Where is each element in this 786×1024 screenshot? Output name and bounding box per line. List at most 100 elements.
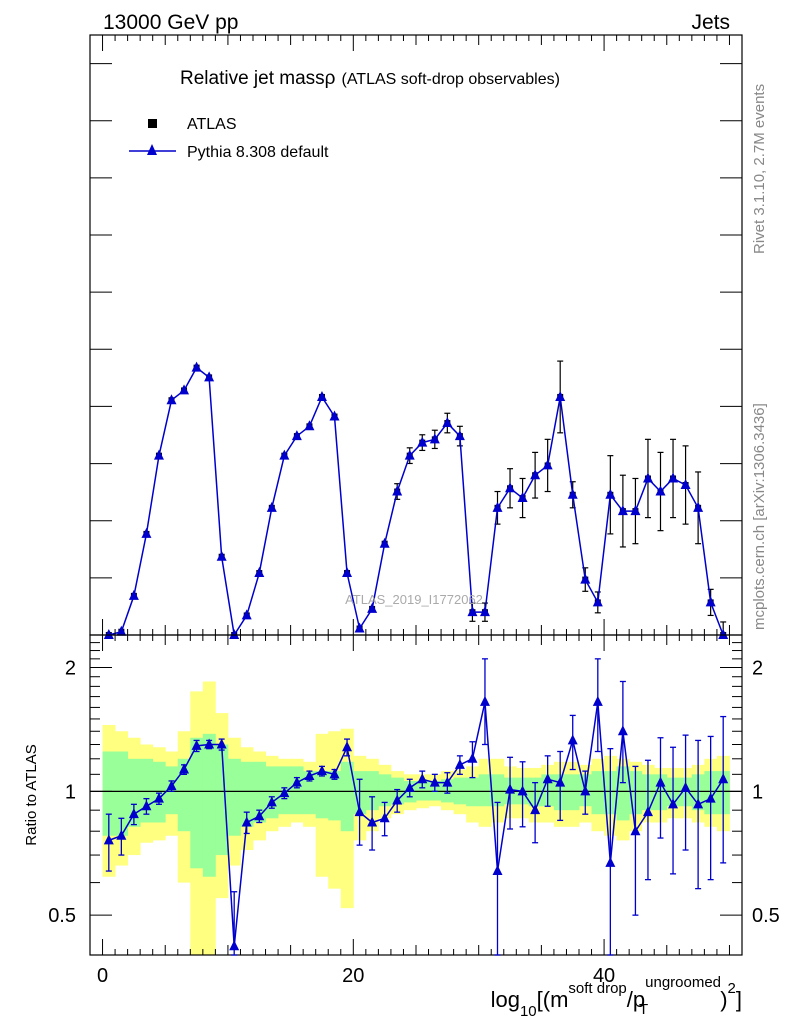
mc-point	[592, 596, 603, 607]
mc-point	[342, 567, 353, 578]
mc-point	[492, 501, 503, 512]
mc-point	[304, 420, 315, 431]
ratio-mc-point	[517, 785, 528, 796]
ratio-band-inner	[340, 761, 354, 832]
ratio-mc-point	[617, 725, 628, 736]
ratio-panel: 0 20 40 0.5 0.5 1 1 2 2	[48, 619, 780, 987]
ratio-y-tick-label: 1	[65, 781, 76, 803]
ratio-mc-point	[367, 816, 378, 827]
ratio-mc-point	[204, 738, 215, 749]
mc-point	[392, 485, 403, 496]
ratio-mc-point	[492, 865, 503, 876]
ratio-mc-point	[580, 785, 591, 796]
ratio-mc-point	[103, 834, 114, 845]
ratio-mc-point	[316, 765, 327, 776]
mc-point	[316, 390, 327, 401]
ratio-mc-point	[467, 752, 478, 763]
mc-point	[241, 609, 252, 620]
ratio-y-tick-label-right: 0.5	[752, 905, 780, 927]
ratio-mc-point	[404, 781, 415, 792]
analysis-watermark: ATLAS_2019_I1772062	[345, 592, 483, 607]
mc-point	[680, 479, 691, 489]
mc-point	[467, 606, 478, 617]
ratio-mc-point	[166, 780, 177, 791]
ratio-band-inner	[127, 758, 141, 827]
ratio-y-tick-label-right: 2	[752, 658, 763, 680]
ratio-mc-point	[693, 798, 704, 809]
ratio-mc-point	[642, 806, 653, 817]
mc-point	[555, 390, 566, 401]
side-label-mcplots: mcplots.cern.ch [arXiv:1306.3436]	[751, 403, 768, 630]
ratio-mc-point	[592, 695, 603, 706]
ratio-mc-point	[668, 798, 679, 809]
mc-point	[279, 449, 290, 460]
mc-point	[655, 485, 666, 496]
ratio-mc-point	[254, 810, 265, 821]
header-process: Jets	[691, 11, 730, 34]
ratio-mc-point	[342, 741, 353, 752]
ratio-mc-point	[216, 738, 227, 749]
ratio-mc-point	[605, 856, 616, 867]
ratio-band-inner	[202, 733, 216, 877]
ratio-mc-point	[329, 768, 340, 779]
mc-point	[354, 622, 365, 633]
ratio-band-inner	[566, 774, 580, 811]
mc-point	[567, 488, 578, 499]
ratio-mc-point	[505, 783, 516, 794]
ratio-mc-point	[291, 776, 302, 787]
ratio-band-inner	[115, 751, 129, 836]
ratio-mc-point	[153, 792, 164, 803]
ratio-band-inner	[365, 771, 379, 811]
ratio-band-inner	[378, 774, 392, 807]
ratio-mc-point	[454, 758, 465, 769]
ratio-mc-point	[304, 769, 315, 780]
chart-title-sub: (ATLAS soft-drop observables)	[341, 71, 559, 88]
ratio-mc-point	[718, 773, 729, 784]
ratio-mc-point	[141, 800, 152, 811]
x-tick-label: 0	[97, 965, 108, 987]
ratio-mc-point	[392, 794, 403, 805]
legend-atlas-label: ATLAS	[187, 116, 237, 133]
mc-point	[291, 430, 302, 441]
x-axis-label: log10[(msoft drop/pungroomed T)2]	[491, 974, 742, 1020]
ratio-mc-point	[279, 787, 290, 798]
mc-point	[617, 505, 628, 516]
mc-point	[128, 589, 139, 600]
side-label-rivet: Rivet 3.1.10, 2.7M events	[751, 84, 768, 254]
ratio-mc-point	[479, 695, 490, 706]
mc-point	[505, 482, 516, 493]
mc-point	[642, 472, 653, 483]
ratio-band-inner	[265, 766, 279, 819]
ratio-band-inner	[591, 771, 605, 815]
ratio-mc-point	[417, 773, 428, 784]
mc-point	[379, 537, 390, 548]
ratio-band-inner	[491, 774, 505, 807]
mc-point	[479, 606, 490, 617]
ratio-band-inner	[328, 771, 342, 821]
mc-point	[103, 629, 114, 639]
ratio-mc-point	[680, 781, 691, 792]
mc-point	[517, 492, 528, 503]
x-tick-label: 20	[342, 965, 364, 987]
ratio-y-tick-label-right: 1	[752, 781, 763, 803]
mc-point	[718, 629, 729, 639]
ratio-band-inner	[227, 758, 241, 836]
ratio-mc-point	[241, 816, 252, 827]
ratio-band-inner	[616, 766, 630, 821]
mc-point	[580, 573, 591, 584]
mc-point	[429, 433, 440, 444]
ratio-mc-point	[530, 804, 541, 815]
ratio-mc-point	[429, 776, 440, 787]
ratio-mc-point	[229, 940, 240, 951]
ratio-mc-point	[354, 806, 365, 817]
mc-point	[668, 472, 679, 483]
ratio-band-inner	[478, 774, 492, 807]
mc-point	[229, 629, 240, 639]
mc-point	[454, 430, 465, 441]
ratio-ylabel: Ratio to ATLAS	[23, 744, 40, 845]
mc-point	[693, 501, 704, 512]
ratio-band-inner	[215, 744, 229, 856]
ratio-mc-point	[116, 829, 127, 840]
chart-title-main: Relative jet massρ	[180, 68, 336, 89]
ratio-y-tick-label: 0.5	[48, 905, 76, 927]
